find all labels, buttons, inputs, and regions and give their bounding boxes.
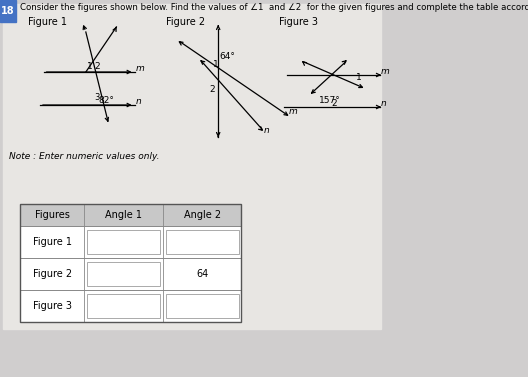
Text: Angle 1: Angle 1	[105, 210, 142, 220]
Text: 64: 64	[196, 269, 209, 279]
Bar	[166, 294, 239, 318]
Text: m: m	[136, 64, 145, 73]
Bar	[87, 230, 160, 254]
Text: m: m	[381, 67, 390, 76]
Text: 64°: 64°	[220, 52, 235, 61]
Bar	[87, 262, 160, 286]
Text: 2: 2	[210, 85, 215, 94]
Bar	[21, 290, 241, 322]
Bar	[3, 4, 381, 329]
Text: 1: 1	[356, 73, 361, 82]
Text: m: m	[289, 107, 297, 116]
Text: Figures: Figures	[35, 210, 70, 220]
Text: Figure 1: Figure 1	[27, 17, 67, 27]
Text: Figure 2: Figure 2	[166, 17, 205, 27]
Text: 3: 3	[95, 93, 100, 102]
Bar	[21, 226, 241, 258]
Bar	[87, 294, 160, 318]
Text: 2: 2	[332, 99, 337, 108]
Bar	[21, 258, 241, 290]
Text: 2: 2	[95, 62, 100, 71]
Text: 1: 1	[213, 60, 219, 69]
Text: n: n	[381, 99, 387, 108]
Text: Figure 3: Figure 3	[279, 17, 317, 27]
Text: Note : Enter numeric values only.: Note : Enter numeric values only.	[9, 152, 159, 161]
Text: 18: 18	[1, 6, 15, 16]
Text: Angle 2: Angle 2	[184, 210, 221, 220]
Bar	[166, 230, 239, 254]
Text: 82°: 82°	[98, 96, 114, 105]
Text: Figure 1: Figure 1	[33, 237, 72, 247]
Bar	[21, 204, 241, 322]
Text: Consider the figures shown below. Find the values of ∠1  and ∠2  for the given f: Consider the figures shown below. Find t…	[20, 3, 528, 12]
Bar	[21, 204, 241, 226]
Text: Figure 2: Figure 2	[33, 269, 72, 279]
Text: 1: 1	[87, 62, 92, 71]
Text: n: n	[263, 126, 269, 135]
Bar	[0, 0, 16, 22]
Text: Figure 3: Figure 3	[33, 301, 72, 311]
Text: n: n	[136, 97, 142, 106]
Text: 157°: 157°	[318, 96, 341, 105]
